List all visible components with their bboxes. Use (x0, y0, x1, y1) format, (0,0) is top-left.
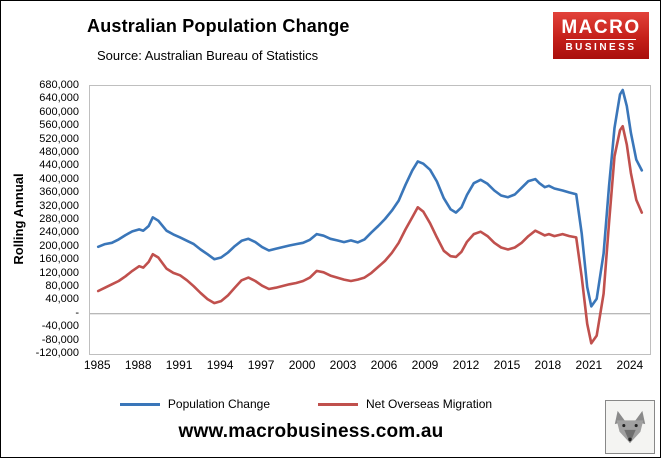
y-axis-tick-label: 280,000 (39, 213, 79, 225)
y-axis-tick-label: 160,000 (39, 253, 79, 266)
x-axis-tick-label: 1997 (247, 358, 275, 372)
population-change-line-swatch (119, 402, 160, 406)
x-axis-tick-label: 1985 (83, 358, 111, 372)
y-axis-tick-label: 360,000 (39, 186, 79, 199)
y-axis-tick-label: 240,000 (39, 226, 79, 239)
y-axis-tick-labels: 680,000 640,000 600,000 560,000 520,000 480,0… (1, 79, 83, 359)
macrobusiness-logo: MACRO BUSINESS (553, 12, 649, 59)
logo-divider (566, 39, 636, 40)
x-axis-tick-label: 2021 (575, 358, 603, 372)
y-axis-tick-label: 200,000 (39, 239, 79, 252)
series-line-population-change (96, 88, 644, 308)
series-line-net-overseas-migration (96, 124, 644, 345)
y-axis-tick-label: 320,000 (39, 199, 79, 212)
legend-label-net-overseas-migration: Net Overseas Migration (366, 397, 493, 411)
x-axis-tick-label: 2015 (493, 358, 521, 372)
y-axis-tick-label: 680,000 (39, 79, 79, 91)
y-axis-tick-label: 640,000 (39, 92, 79, 105)
x-axis-tick-label: 2012 (452, 358, 480, 372)
y-axis-tick-label: 120,000 (39, 266, 79, 279)
legend-label-population-change: Population Change (167, 397, 271, 411)
website-url: www.macrobusiness.com.au (178, 421, 444, 442)
wolf-icon (614, 410, 646, 444)
x-axis-tick-label: 2006 (370, 358, 398, 372)
legend-item-net-overseas-migration: Net Overseas Migration (318, 397, 492, 411)
chart-subtitle: Source: Australian Bureau of Statistics (97, 48, 319, 63)
plot-area (89, 85, 651, 355)
net-overseas-migration-line-swatch (318, 402, 359, 406)
y-axis-tick-label: 80,000 (45, 280, 79, 292)
x-axis-tick-labels: 1985 1988 1991 1994 1997 2000 2003 2006 2009 2012… (84, 358, 649, 372)
y-axis-tick-label: -80,000 (41, 333, 79, 346)
chart-legend: Population Change Net Overseas Migration (1, 396, 611, 412)
x-axis-tick-label: 1994 (206, 358, 234, 372)
y-axis-tick-label: - (75, 306, 79, 319)
x-axis-tick-label: 2000 (288, 358, 316, 372)
y-axis-tick-label: 560,000 (39, 119, 79, 132)
chart-plot-svg (90, 88, 650, 345)
x-axis-tick-label: 2024 (616, 358, 644, 372)
x-axis-tick-label: 1988 (124, 358, 152, 372)
x-axis-tick-label: 1991 (165, 358, 193, 372)
y-axis-tick-label: 520,000 (39, 132, 79, 145)
y-axis-tick-label: 400,000 (39, 172, 79, 185)
logo-business-text: BUSINESS (565, 42, 637, 53)
chart-title: Australian Population Change (87, 16, 350, 36)
y-axis-tick-label: -120,000 (35, 347, 79, 359)
x-axis-tick-label: 2018 (534, 358, 562, 372)
y-axis-tick-label: -40,000 (41, 320, 79, 333)
y-axis-tick-label: 440,000 (39, 159, 79, 172)
logo-macro-text: MACRO (561, 17, 641, 38)
y-axis-tick-label: 600,000 (39, 105, 79, 118)
x-axis-tick-label: 2003 (329, 358, 357, 372)
y-axis-tick-label: 40,000 (45, 293, 79, 306)
wolf-logo (605, 400, 655, 454)
legend-item-population-change: Population Change (119, 397, 271, 411)
y-axis-tick-label: 480,000 (39, 146, 79, 158)
x-axis-tick-label: 2009 (411, 358, 439, 372)
